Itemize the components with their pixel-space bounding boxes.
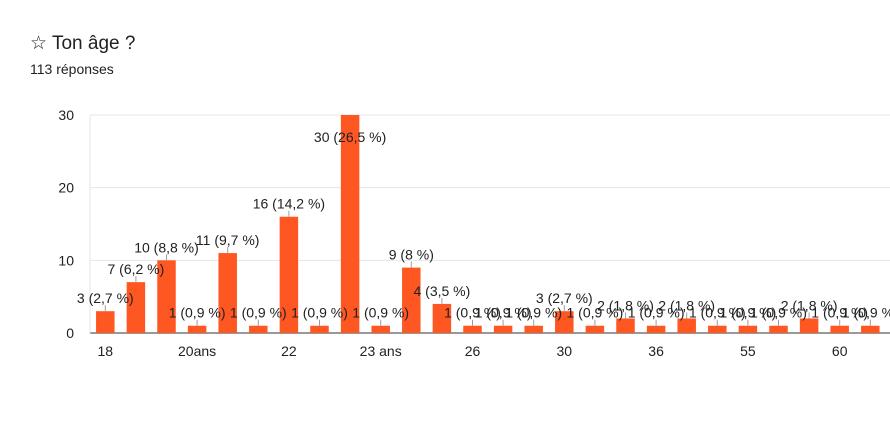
data-label: 3 (2,7 %) xyxy=(536,290,593,306)
bar xyxy=(616,318,635,333)
data-label: 1 (0,9 %) xyxy=(352,305,409,321)
data-label: 2 (1,8 %) xyxy=(658,297,715,313)
y-tick-label: 30 xyxy=(58,107,74,123)
bar xyxy=(677,318,696,333)
data-label: 9 (8 %) xyxy=(389,247,434,263)
data-label: 2 (1,8 %) xyxy=(597,297,654,313)
y-tick-label: 0 xyxy=(66,325,74,341)
bar xyxy=(524,325,543,333)
bar xyxy=(769,325,788,333)
data-label: 1 (0,9 %) xyxy=(444,305,501,321)
data-label: 1 (0,9 %) xyxy=(475,305,532,321)
bar xyxy=(799,318,819,333)
data-label: 1 (0,9 %) xyxy=(566,305,623,321)
data-label: 1 (0,9 %) xyxy=(169,305,226,321)
bar xyxy=(708,325,727,333)
bar xyxy=(187,325,207,333)
x-tick-label: 60 xyxy=(832,343,848,359)
y-tick-label: 10 xyxy=(58,252,74,268)
x-tick-label: 22 xyxy=(281,343,297,359)
bar xyxy=(96,311,115,333)
data-label: 11 (9,7 %) xyxy=(196,232,260,248)
bar xyxy=(432,303,452,333)
data-label: 1 (0,9 %) xyxy=(505,305,562,321)
data-label: 1 (0,9 %) xyxy=(291,305,348,321)
data-label: 1 (0,9 %) xyxy=(230,305,287,321)
bar xyxy=(371,325,390,333)
data-label: 16 (14,2 %) xyxy=(253,196,325,212)
bar xyxy=(738,325,758,333)
x-tick-label: 18 xyxy=(98,343,114,359)
data-label: 7 (6,2 %) xyxy=(107,261,164,277)
data-labels: 3 (2,7 %) 7 (6,2 %) 10 (8,8 %) 1 (0,9 %) 11 … xyxy=(77,129,890,321)
data-label: 2 (1,8 %) xyxy=(781,297,838,313)
bars xyxy=(96,115,880,333)
x-tick-label: 36 xyxy=(648,343,664,359)
data-label: 1 (0,9 %) xyxy=(811,305,868,321)
bar xyxy=(340,115,360,333)
y-tick-label: 20 xyxy=(58,180,74,196)
data-label: 30 (26,5 %) xyxy=(314,129,386,145)
bar xyxy=(861,325,880,333)
data-label: 10 (8,8 %) xyxy=(134,239,199,255)
data-label: 1 (0,9 %) xyxy=(842,305,890,321)
grid-lines xyxy=(89,114,890,334)
bar xyxy=(310,325,329,333)
response-count: 113 réponses xyxy=(30,61,114,77)
bar xyxy=(463,325,482,333)
data-label: 1 (0,9 %) xyxy=(719,305,776,321)
bar xyxy=(830,325,849,333)
data-label: 1 (0,9 %) xyxy=(689,305,746,321)
x-tick-label: 26 xyxy=(465,343,481,359)
bar xyxy=(218,253,237,333)
bar xyxy=(157,260,176,333)
chart-title: ☆ Ton âge ? xyxy=(30,33,136,54)
bar xyxy=(402,267,421,333)
bar xyxy=(493,325,513,333)
data-label: 1 (0,9 %) xyxy=(628,305,685,321)
bar xyxy=(249,325,268,333)
x-tick-label: 55 xyxy=(740,343,756,359)
data-label: 3 (2,7 %) xyxy=(77,290,134,306)
x-tick-label: 20ans xyxy=(178,343,216,359)
data-label: 1 (0,9 %) xyxy=(750,305,807,321)
bar xyxy=(646,325,666,333)
x-tick-label: 23 ans xyxy=(360,343,402,359)
x-axis-ticks: 18 20ans 22 23 ans 26 30 36 55 60 xyxy=(98,343,848,359)
label-leader-lines xyxy=(104,210,871,326)
bar xyxy=(126,282,146,333)
bar xyxy=(279,216,299,333)
bar xyxy=(585,325,605,333)
x-tick-label: 30 xyxy=(557,343,573,359)
y-axis-ticks: 0 10 20 30 xyxy=(58,107,74,341)
data-label: 4 (3,5 %) xyxy=(413,283,470,299)
bar xyxy=(555,311,574,333)
